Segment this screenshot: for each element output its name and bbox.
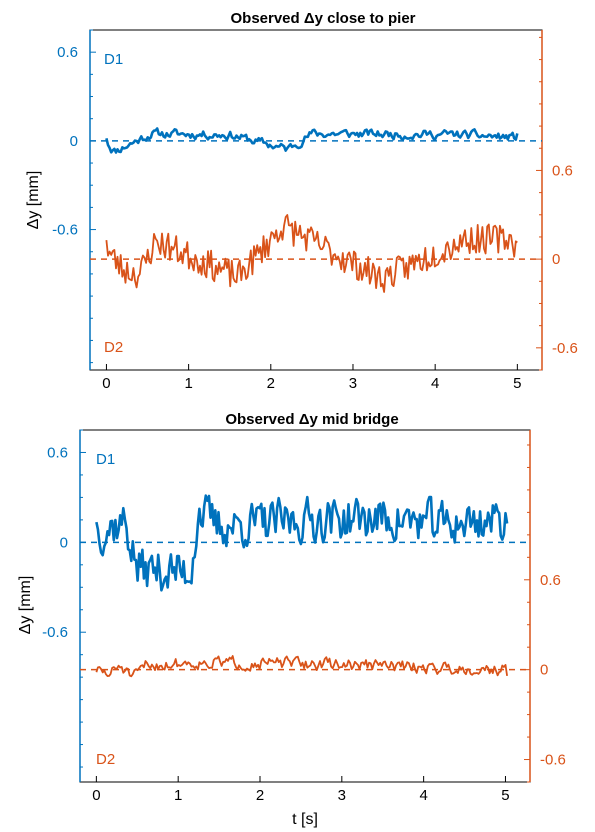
tick-labels: 0 1 2 3 4 5 0.6 0 -0.6 0.6 0 -0.6: [52, 44, 578, 392]
left-y-tick-label: 0: [70, 133, 78, 150]
series-lines: [105, 127, 519, 293]
series-line-d2: [95, 655, 508, 678]
series-line-d1: [95, 494, 509, 592]
right-y-tick-label: 0.6: [540, 572, 561, 589]
right-y-tick-label: 0: [552, 251, 560, 268]
x-tick-label: 1: [184, 375, 192, 392]
series-label-d1: D1: [96, 451, 115, 468]
x-tick-label: 0: [92, 787, 100, 804]
y-axis-label: Δy [mm]: [25, 171, 42, 230]
chart-title: Observed Δy mid bridge: [225, 411, 398, 428]
right-y-tick-label: 0.6: [552, 162, 573, 179]
left-y-tick-label: 0.6: [57, 44, 78, 61]
series-line-d2: [105, 214, 518, 293]
series-line-d1: [105, 127, 519, 154]
left-y-tick-label: -0.6: [52, 222, 78, 239]
tick-marks: [90, 29, 542, 371]
reference-lines: [80, 541, 530, 671]
chart-title: Observed Δy close to pier: [230, 10, 415, 27]
x-tick-label: 4: [431, 375, 439, 392]
x-axis-label: t [s]: [292, 811, 318, 828]
series-label-d2: D2: [96, 751, 115, 768]
x-tick-label: 2: [267, 375, 275, 392]
right-y-tick-label: -0.6: [540, 752, 566, 769]
x-tick-label: 5: [501, 787, 509, 804]
plot-frame: [89, 29, 543, 371]
left-y-tick-label: -0.6: [42, 624, 68, 641]
x-tick-label: 3: [338, 787, 346, 804]
series-lines: [95, 494, 509, 678]
tick-marks: [80, 429, 530, 783]
plot-frame: [79, 429, 531, 783]
x-tick-label: 0: [102, 375, 110, 392]
tick-labels: 0 1 2 3 4 5 0.6 0 -0.6 0.6 0 -0.6: [42, 444, 566, 804]
x-tick-label: 2: [256, 787, 264, 804]
right-y-tick-label: -0.6: [552, 340, 578, 357]
reference-lines: [90, 140, 542, 260]
series-label-d1: D1: [104, 51, 123, 68]
right-y-tick-label: 0: [540, 662, 548, 679]
chart-mid-bridge: Observed Δy mid bridge 0 1 2 3 4 5 0.6 0 -0.6 0.6…: [17, 411, 566, 828]
x-tick-label: 5: [513, 375, 521, 392]
series-label-d2: D2: [104, 339, 123, 356]
chart-close-to-pier: Observed Δy close to pier 0 1 2 3 4 5 0.6 0 -0.6…: [25, 10, 578, 392]
x-tick-label: 3: [349, 375, 357, 392]
left-y-tick-label: 0.6: [47, 444, 68, 461]
x-tick-label: 1: [174, 787, 182, 804]
left-y-tick-label: 0: [60, 534, 68, 551]
x-tick-label: 4: [419, 787, 427, 804]
y-axis-label: Δy [mm]: [17, 576, 34, 635]
